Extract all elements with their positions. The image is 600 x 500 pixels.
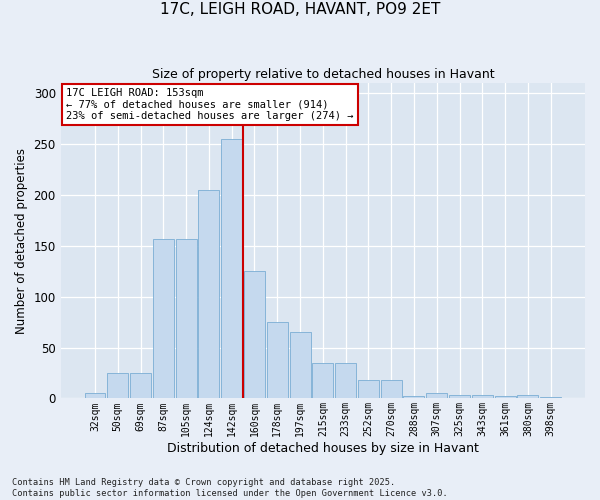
Bar — [130, 373, 151, 398]
Bar — [244, 272, 265, 398]
Bar — [426, 394, 447, 398]
Bar — [335, 363, 356, 398]
Bar — [85, 394, 106, 398]
Bar — [358, 380, 379, 398]
Bar — [221, 139, 242, 398]
Bar — [153, 238, 174, 398]
Bar — [290, 332, 311, 398]
Bar — [313, 363, 334, 398]
Y-axis label: Number of detached properties: Number of detached properties — [15, 148, 28, 334]
Bar — [403, 396, 424, 398]
Text: 17C, LEIGH ROAD, HAVANT, PO9 2ET: 17C, LEIGH ROAD, HAVANT, PO9 2ET — [160, 2, 440, 18]
Title: Size of property relative to detached houses in Havant: Size of property relative to detached ho… — [152, 68, 494, 80]
Bar — [472, 396, 493, 398]
Text: Contains HM Land Registry data © Crown copyright and database right 2025.
Contai: Contains HM Land Registry data © Crown c… — [12, 478, 448, 498]
Bar — [449, 396, 470, 398]
X-axis label: Distribution of detached houses by size in Havant: Distribution of detached houses by size … — [167, 442, 479, 455]
Bar — [381, 380, 401, 398]
Bar — [176, 238, 197, 398]
Bar — [494, 396, 515, 398]
Bar — [199, 190, 220, 398]
Text: 17C LEIGH ROAD: 153sqm
← 77% of detached houses are smaller (914)
23% of semi-de: 17C LEIGH ROAD: 153sqm ← 77% of detached… — [66, 88, 353, 121]
Bar — [107, 373, 128, 398]
Bar — [517, 396, 538, 398]
Bar — [267, 322, 288, 398]
